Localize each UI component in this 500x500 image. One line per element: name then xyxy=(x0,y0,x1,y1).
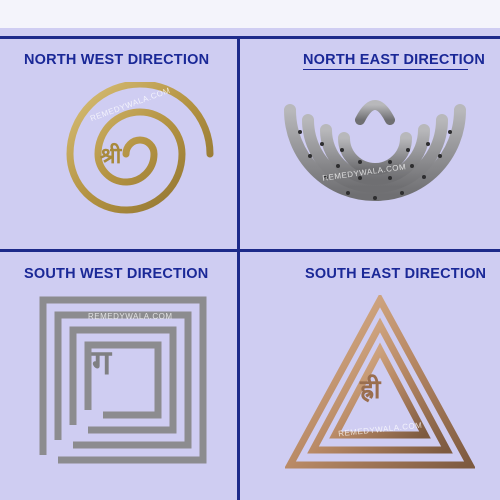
divider-top xyxy=(0,36,500,39)
top-band xyxy=(0,0,500,28)
ga-symbol: ग xyxy=(92,343,112,383)
hreem-symbol: ह्री xyxy=(360,375,381,405)
silver-crescent-yantra xyxy=(280,80,470,240)
watermark-sw: REMEDYWALA.COM xyxy=(88,312,173,321)
shri-symbol: श्री xyxy=(100,144,122,169)
panel-title-north-east: NORTH EAST DIRECTION xyxy=(303,52,486,68)
panel-title-south-east: SOUTH EAST DIRECTION xyxy=(305,266,487,282)
panel-title-south-west: SOUTH WEST DIRECTION xyxy=(24,266,209,282)
title-underline-ne xyxy=(303,69,468,70)
copper-triangle-yantra xyxy=(285,295,475,475)
divider-middle xyxy=(0,249,500,252)
panel-title-north-west: NORTH WEST DIRECTION xyxy=(24,52,210,68)
divider-vertical xyxy=(237,36,240,500)
brass-spiral-yantra xyxy=(40,82,240,242)
silver-square-spiral-yantra xyxy=(38,295,208,465)
